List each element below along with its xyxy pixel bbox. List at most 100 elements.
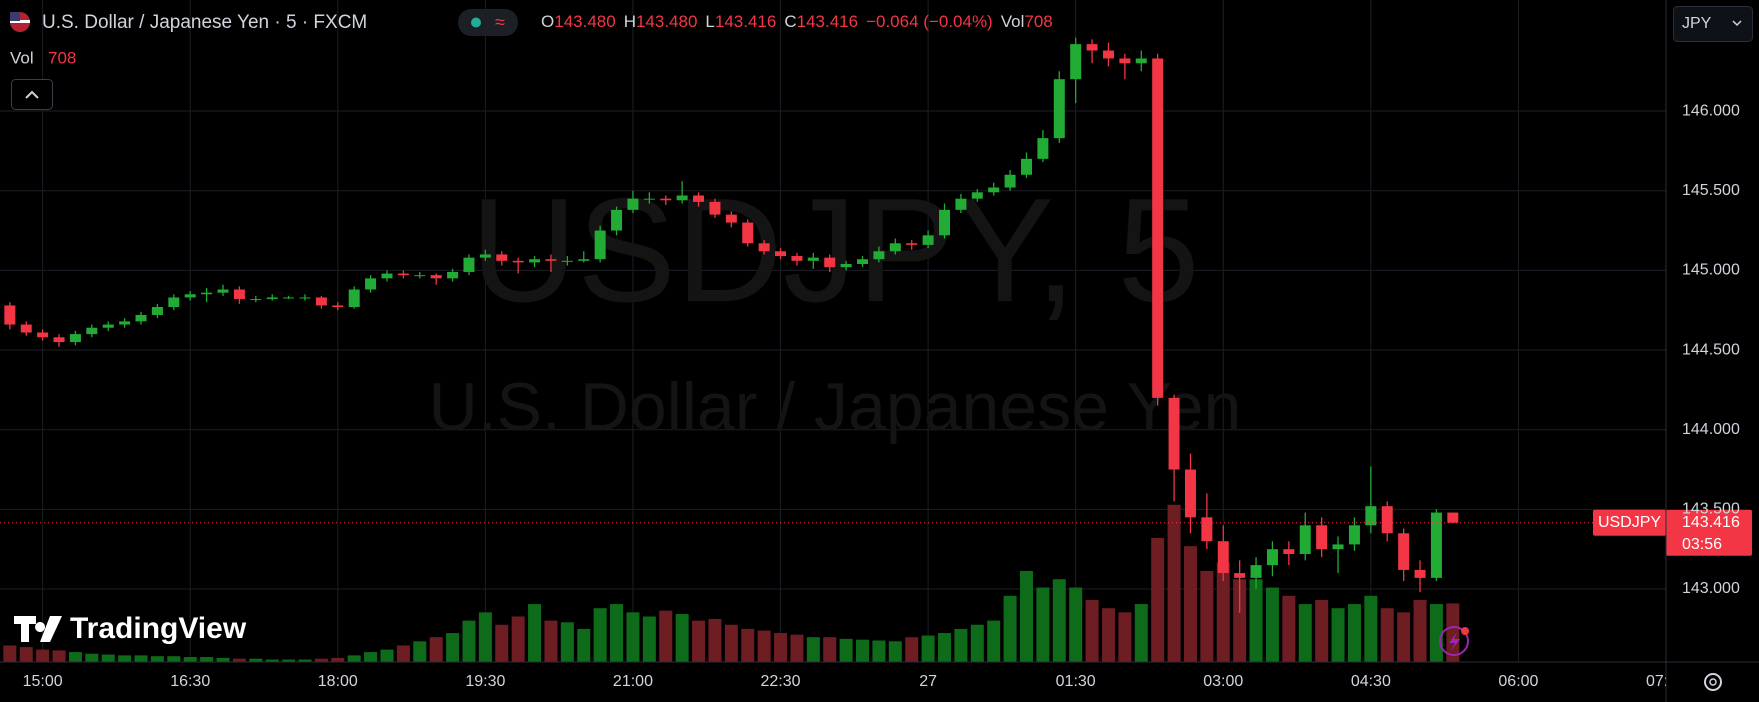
price-axis: 143.000 143.500 144.000 144.500 145.000 145.5… bbox=[1682, 102, 1740, 597]
x-tick-label: 04:30 bbox=[1351, 673, 1391, 690]
volume-bar bbox=[1249, 579, 1263, 662]
volume-bar bbox=[987, 620, 1001, 662]
volume-bar bbox=[200, 657, 214, 662]
y-tick-label: 144.500 bbox=[1682, 341, 1740, 358]
dropdown-icon bbox=[1732, 20, 1742, 27]
volume-bar bbox=[1183, 546, 1197, 662]
volume-bar bbox=[413, 641, 427, 662]
volume-bar bbox=[823, 637, 837, 662]
volume-bar bbox=[331, 657, 345, 662]
price-tag-label: 143.416 bbox=[1682, 514, 1740, 531]
volume-bar bbox=[741, 628, 755, 662]
candle-body bbox=[709, 201, 721, 215]
volume-bar bbox=[19, 647, 33, 662]
currency-select[interactable]: JPY bbox=[1673, 6, 1753, 42]
candle-body bbox=[479, 254, 491, 258]
volume-bar bbox=[282, 659, 296, 662]
volume-bar bbox=[183, 657, 197, 662]
candle-body bbox=[939, 209, 951, 236]
volume-bar bbox=[36, 649, 50, 662]
volume-bar bbox=[938, 633, 952, 662]
volume-bar bbox=[577, 628, 591, 662]
candle-body bbox=[1283, 549, 1295, 554]
candle-body bbox=[676, 195, 688, 201]
settings-button[interactable] bbox=[1704, 673, 1722, 691]
candle-body bbox=[824, 257, 836, 268]
volume-bar bbox=[1167, 504, 1181, 662]
candle-body bbox=[37, 332, 49, 338]
candle-body bbox=[266, 297, 278, 300]
alert-button[interactable] bbox=[1439, 626, 1469, 656]
volume-legend-value: 708 bbox=[48, 48, 76, 67]
volume-bar bbox=[429, 637, 443, 662]
candle-body bbox=[151, 307, 163, 315]
candle-body bbox=[1348, 525, 1360, 545]
volume-legend-label: Vol bbox=[10, 48, 34, 67]
candle-body bbox=[988, 187, 1000, 193]
candle-body bbox=[463, 257, 475, 272]
volume-bar bbox=[1019, 570, 1033, 662]
status-pill[interactable] bbox=[458, 9, 518, 36]
gear-icon[interactable] bbox=[1704, 673, 1722, 691]
lightning-icon bbox=[1449, 632, 1460, 651]
symbol-header: U.S. Dollar / Japanese Yen · 5 · FXCM ≈ … bbox=[10, 9, 1053, 110]
candle-body bbox=[299, 297, 311, 299]
time-axis: 15:00 16:30 18:00 19:30 21:00 22:30 27 01:30 03:… bbox=[23, 673, 1666, 690]
ohlc-value: 143.480 bbox=[636, 12, 697, 31]
candle-body bbox=[840, 264, 852, 268]
candle-body bbox=[1447, 512, 1459, 523]
ohlc-value: 143.416 bbox=[715, 12, 776, 31]
volume-bar bbox=[1200, 570, 1214, 662]
volume-bar bbox=[68, 652, 82, 662]
volume-bar bbox=[1298, 604, 1312, 662]
alert-dot bbox=[1461, 627, 1469, 635]
collapse-button[interactable] bbox=[11, 79, 53, 110]
candle-body bbox=[758, 243, 770, 252]
candle-body bbox=[1250, 565, 1262, 578]
candle-body bbox=[1053, 79, 1065, 139]
currency-button[interactable] bbox=[1673, 6, 1753, 42]
volume-bar bbox=[3, 645, 17, 662]
candle-body bbox=[1020, 158, 1032, 175]
candle-body bbox=[611, 209, 623, 231]
candle-body bbox=[1398, 533, 1410, 570]
candle-body bbox=[86, 327, 98, 335]
candle-body bbox=[217, 289, 229, 293]
volume-bar bbox=[1364, 595, 1378, 662]
candle-body bbox=[53, 337, 65, 343]
volume-bar bbox=[1413, 599, 1427, 662]
candle-body bbox=[561, 260, 573, 262]
volume-bar bbox=[642, 616, 656, 662]
symbol-title[interactable]: U.S. Dollar / Japanese Yen · 5 · FXCM bbox=[42, 12, 367, 33]
candle-body bbox=[660, 198, 672, 201]
candle-body bbox=[955, 198, 967, 210]
vol-value: 708 bbox=[1024, 12, 1052, 31]
volume-bar bbox=[708, 618, 722, 662]
candle-body bbox=[20, 324, 32, 333]
volume-bar bbox=[1216, 562, 1230, 662]
candle-body bbox=[545, 259, 557, 261]
candle-body bbox=[69, 334, 81, 343]
candle-body bbox=[807, 257, 819, 261]
gear-center bbox=[1709, 678, 1717, 686]
volume-bar bbox=[314, 658, 328, 662]
candle-body bbox=[791, 256, 803, 261]
ohlc-legend: O143.480 H143.480 L143.416 C143.416 −0.064 (… bbox=[541, 12, 1053, 31]
volume-bar bbox=[528, 604, 542, 662]
x-tick-label: 16:30 bbox=[170, 673, 210, 690]
ohlc-value: 143.416 bbox=[797, 12, 858, 31]
candle-body bbox=[397, 273, 409, 276]
candle-body bbox=[1430, 512, 1442, 578]
watermark-name: U.S. Dollar / Japanese Yen bbox=[429, 369, 1242, 445]
brand-logo[interactable]: TradingView bbox=[14, 612, 247, 645]
candle-body bbox=[168, 297, 180, 308]
volume-bar bbox=[610, 604, 624, 662]
vol-key: Vol bbox=[1001, 12, 1025, 31]
volume-bar bbox=[1151, 537, 1165, 662]
candle-body bbox=[430, 275, 442, 279]
x-tick-label: 19:30 bbox=[465, 673, 505, 690]
volume-bar bbox=[1282, 595, 1296, 662]
lightning-ring[interactable] bbox=[1439, 626, 1469, 656]
volume-bar bbox=[1315, 599, 1329, 662]
